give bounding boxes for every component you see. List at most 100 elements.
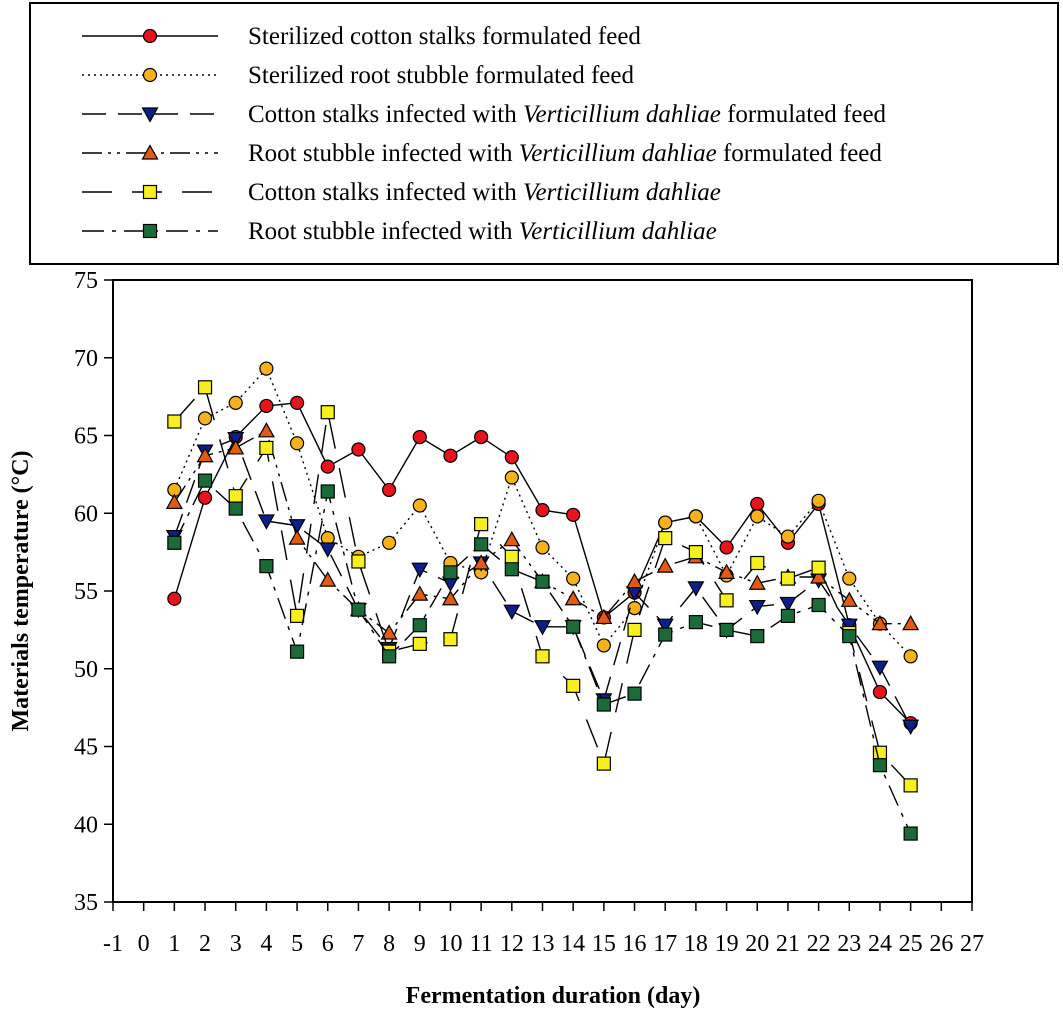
- legend-label: Cotton stalks infected with Verticillium…: [248, 101, 887, 128]
- data-point: [596, 697, 611, 712]
- y-tick-label: 40: [74, 812, 98, 838]
- x-tick-label: 23: [837, 931, 861, 957]
- data-point: [566, 678, 581, 693]
- x-tick-label: 2: [199, 931, 211, 957]
- data-point: [688, 509, 703, 524]
- data-point: [474, 517, 489, 532]
- data-point: [197, 490, 213, 505]
- data-point: [780, 571, 796, 586]
- x-tick-label: 24: [868, 931, 892, 957]
- series-2: [167, 361, 918, 664]
- data-point: [259, 361, 274, 376]
- data-point: [503, 604, 521, 620]
- data-point: [688, 545, 703, 560]
- data-point: [902, 719, 920, 736]
- data-point: [595, 608, 613, 625]
- y-axis-title: Materials temperature (°C): [8, 450, 34, 731]
- data-point: [750, 555, 765, 571]
- legend: Sterilized cotton stalks formulated feed…: [82, 23, 887, 245]
- data-point: [658, 627, 673, 642]
- data-point: [259, 440, 274, 456]
- data-point: [443, 632, 458, 647]
- x-tick-label: 18: [684, 931, 708, 957]
- y-tick-label: 45: [74, 735, 98, 761]
- data-point: [627, 686, 642, 701]
- data-point: [289, 644, 305, 659]
- x-tick-label: 17: [653, 931, 677, 957]
- x-tick-label: 3: [230, 931, 242, 957]
- x-tick-label: 19: [715, 931, 739, 957]
- data-point: [228, 489, 243, 504]
- data-point: [197, 380, 213, 395]
- data-point: [167, 591, 182, 606]
- data-point: [810, 568, 828, 584]
- data-point: [750, 628, 765, 644]
- data-point: [503, 530, 521, 547]
- legend-item-1: Sterilized cotton stalks formulated feed: [82, 23, 641, 50]
- data-point: [596, 638, 611, 653]
- plot-area: [112, 279, 973, 903]
- data-point: [688, 614, 703, 630]
- y-tick-label: 35: [74, 890, 98, 916]
- legend-marker: [142, 28, 158, 44]
- legend-marker: [142, 184, 158, 200]
- data-point: [319, 571, 337, 587]
- x-tick-label: 15: [592, 931, 616, 957]
- data-point: [411, 585, 429, 601]
- data-point: [351, 442, 366, 457]
- data-point: [196, 446, 214, 463]
- data-point: [780, 608, 796, 623]
- data-point: [289, 395, 305, 410]
- data-point: [320, 405, 335, 420]
- x-tick-label: 7: [352, 931, 364, 957]
- data-point: [566, 571, 581, 586]
- data-point: [382, 649, 397, 664]
- data-point: [504, 470, 519, 485]
- data-point: [380, 624, 398, 640]
- data-point: [443, 565, 458, 580]
- data-point: [750, 496, 765, 512]
- y-tick-label: 75: [74, 268, 98, 294]
- data-point: [412, 498, 427, 513]
- y-axis: 35 40 45 50 55 60 65 70 75: [74, 268, 113, 916]
- data-point: [167, 414, 182, 429]
- data-point: [257, 422, 275, 438]
- data-point: [840, 591, 858, 607]
- y-tick-label: 65: [74, 424, 98, 450]
- data-point: [259, 559, 274, 574]
- legend-item-3: Cotton stalks infected with Verticillium…: [82, 101, 887, 128]
- data-point: [411, 562, 429, 578]
- data-point: [288, 529, 306, 545]
- y-tick-label: 50: [74, 657, 98, 683]
- data-point: [504, 549, 519, 564]
- x-tick-label: 13: [531, 931, 555, 957]
- data-point: [474, 537, 489, 552]
- data-point: [259, 398, 274, 414]
- data-point: [842, 571, 857, 586]
- legend-marker: [142, 223, 158, 239]
- data-point: [871, 660, 889, 676]
- x-tick-label: 6: [322, 931, 334, 957]
- data-point: [872, 684, 888, 700]
- legend-label: Root stubble infected with Verticillium …: [248, 140, 882, 167]
- data-point: [566, 619, 581, 634]
- data-point: [257, 514, 275, 530]
- data-point: [351, 554, 366, 569]
- x-tick-label: 21: [776, 931, 800, 957]
- data-point: [535, 503, 550, 518]
- data-point: [167, 535, 182, 550]
- data-point: [412, 429, 427, 445]
- data-point: [382, 535, 397, 550]
- data-point: [780, 529, 796, 544]
- data-point: [472, 554, 490, 570]
- data-point: [535, 649, 550, 664]
- x-tick-label: 14: [561, 931, 585, 957]
- x-tick-label: 10: [438, 931, 462, 957]
- legend-item-5: Cotton stalks infected with Verticillium…: [82, 179, 721, 206]
- data-point: [748, 574, 766, 590]
- data-point: [412, 636, 427, 651]
- data-point: [227, 439, 245, 455]
- data-point: [351, 602, 366, 617]
- data-point: [535, 540, 550, 555]
